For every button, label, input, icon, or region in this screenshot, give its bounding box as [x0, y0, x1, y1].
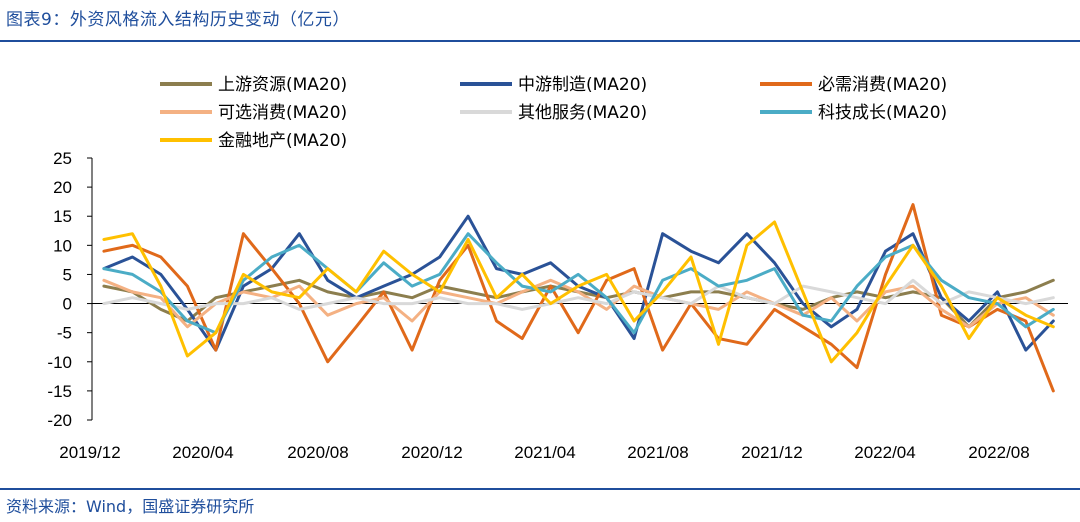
- x-tick-label: 2020/08: [287, 443, 348, 462]
- legend: 上游资源(MA20) 中游制造(MA20) 必需消费(MA20) 可选消费(MA20)…: [160, 75, 947, 151]
- legend-label: 中游制造(MA20): [518, 75, 647, 95]
- x-tick-label: 2021/04: [514, 443, 575, 462]
- legend-label: 科技成长(MA20): [818, 103, 947, 123]
- x-tick-label: 2019/12: [59, 443, 120, 462]
- source-note: 资料来源：Wind，国盛证券研究所: [6, 497, 255, 516]
- legend-label: 可选消费(MA20): [218, 103, 347, 123]
- y-tick-label: 15: [53, 207, 72, 226]
- x-tick-label: 2021/08: [627, 443, 688, 462]
- y-tick-label: 5: [63, 265, 72, 284]
- series-line-5: [102, 278, 1055, 311]
- series-line-6: [102, 232, 1055, 335]
- legend-label: 其他服务(MA20): [518, 103, 647, 123]
- legend-label: 金融地产(MA20): [218, 131, 347, 151]
- y-tick-label: 0: [63, 295, 72, 314]
- series-line-7: [102, 220, 1055, 364]
- y-tick-label: -10: [47, 353, 72, 372]
- x-tick-label: 2020/04: [172, 443, 233, 462]
- x-tick-label: 2020/12: [401, 443, 462, 462]
- title-rule: [0, 40, 1080, 42]
- line-chart: 25 20 15 10 5 0 -5 -10 -15 -20 2019/12 2020/04 2020/…: [47, 75, 1068, 462]
- y-tick-label: 25: [53, 149, 72, 168]
- y-tick-label: 10: [53, 236, 72, 255]
- x-tick-label: 2022/04: [854, 443, 915, 462]
- x-tick-label: 2022/08: [968, 443, 1029, 462]
- legend-label: 上游资源(MA20): [218, 75, 347, 95]
- legend-label: 必需消费(MA20): [818, 75, 947, 95]
- series-line-4: [102, 278, 1055, 329]
- y-tick-label: -15: [47, 382, 72, 401]
- figure-title: 图表9：外资风格流入结构历史变动（亿元）: [6, 10, 350, 30]
- y-tick-label: -20: [47, 411, 72, 430]
- y-tick-label: 20: [53, 178, 72, 197]
- y-tick-label: -5: [57, 324, 72, 343]
- x-tick-label: 2021/12: [741, 443, 802, 462]
- series-line-3: [102, 203, 1055, 393]
- series-lines: [102, 203, 1055, 393]
- source-rule: [0, 488, 1080, 490]
